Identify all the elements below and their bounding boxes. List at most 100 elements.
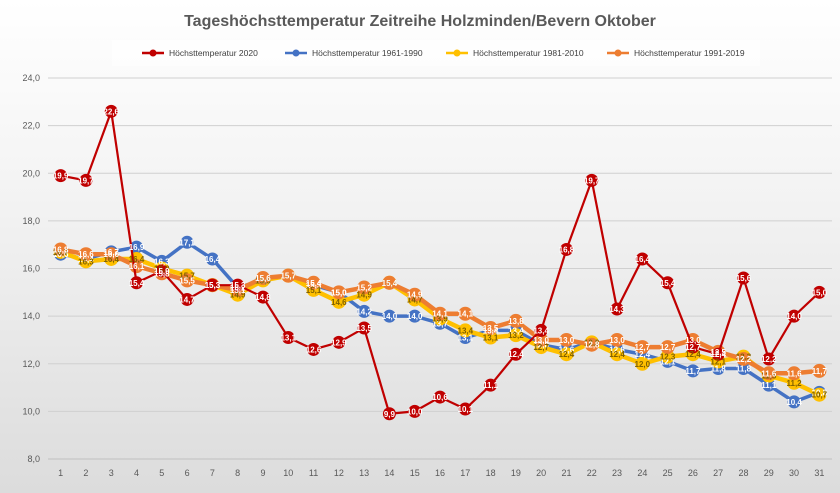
data-label: 16,4 (78, 255, 94, 264)
data-point (761, 366, 776, 381)
data-label: 15,1 (306, 286, 322, 295)
x-tick-label: 3 (109, 468, 114, 478)
data-point (762, 352, 776, 366)
data-point (332, 335, 346, 349)
data-label: 12,3 (736, 353, 752, 362)
data-point (635, 252, 649, 266)
data-point (408, 404, 422, 418)
data-label: 12,2 (761, 355, 777, 364)
data-point (585, 173, 599, 187)
data-label: 16,7 (103, 248, 119, 257)
data-label: 16,9 (129, 243, 145, 252)
data-point (205, 278, 219, 292)
data-point (78, 247, 93, 262)
chart-title: Tageshöchsttemperatur Zeitreihe Holzmind… (184, 13, 656, 30)
data-label: 12,4 (710, 350, 726, 359)
x-tick-label: 17 (460, 468, 470, 478)
data-label: 16,4 (635, 255, 651, 264)
x-tick-label: 14 (384, 468, 394, 478)
data-label: 16,3 (78, 257, 94, 266)
data-label: 13,0 (685, 336, 701, 345)
data-label: 13,4 (458, 326, 474, 335)
data-label: 16,4 (205, 255, 221, 264)
data-point (559, 242, 573, 256)
data-point (382, 309, 396, 323)
x-tick-label: 28 (738, 468, 748, 478)
data-label: 14,0 (786, 312, 802, 321)
data-label: 13,1 (280, 334, 296, 343)
data-label: 14,6 (331, 298, 347, 307)
data-point (104, 247, 119, 262)
data-label: 19,7 (78, 176, 94, 185)
x-tick-label: 23 (612, 468, 622, 478)
x-tick-label: 4 (134, 468, 139, 478)
data-label: 16,6 (53, 250, 69, 259)
data-label: 13,4 (483, 326, 499, 335)
x-tick-label: 19 (511, 468, 521, 478)
x-tick-label: 24 (637, 468, 647, 478)
data-point (686, 340, 700, 354)
x-tick-label: 26 (688, 468, 698, 478)
y-tick-label: 16,0 (22, 264, 40, 274)
data-label: 14,2 (356, 307, 372, 316)
data-point (484, 378, 498, 392)
data-label: 15,5 (255, 276, 271, 285)
data-label: 13,0 (609, 336, 625, 345)
x-tick-label: 6 (185, 468, 190, 478)
x-tick-label: 2 (83, 468, 88, 478)
data-point (787, 395, 801, 409)
data-label: 12,4 (635, 350, 651, 359)
x-tick-label: 1 (58, 468, 63, 478)
data-label: 14,7 (179, 295, 195, 304)
data-label: 14,1 (432, 310, 448, 319)
x-tick-label: 25 (663, 468, 673, 478)
data-label: 13,5 (483, 324, 499, 333)
data-point (736, 362, 750, 376)
x-tick-label: 10 (283, 468, 293, 478)
data-label: 14,3 (609, 305, 625, 314)
data-point (559, 347, 574, 362)
data-label: 14,0 (407, 312, 423, 321)
y-tick-label: 22,0 (22, 121, 40, 131)
x-tick-label: 9 (260, 468, 265, 478)
data-point (79, 173, 93, 187)
data-label: 12,8 (533, 341, 549, 350)
data-point (509, 347, 523, 361)
data-label: 15,0 (331, 288, 347, 297)
data-label: 15,2 (356, 284, 372, 293)
data-label: 22,6 (103, 107, 119, 116)
data-label: 17,1 (179, 238, 195, 247)
data-label: 12,7 (685, 343, 701, 352)
data-point (130, 276, 144, 290)
data-point (458, 402, 472, 416)
data-point (104, 104, 118, 118)
data-label: 15,9 (154, 267, 170, 276)
x-tick-label: 16 (435, 468, 445, 478)
data-point (130, 240, 144, 254)
legend-box (112, 40, 760, 66)
data-label: 16,8 (559, 245, 575, 254)
data-point (155, 264, 169, 278)
legend-label: Höchsttemperatur 1981-2010 (473, 48, 584, 58)
data-point (508, 313, 523, 328)
data-label: 11,6 (786, 369, 802, 378)
series-1 (54, 104, 826, 421)
data-label: 10,4 (786, 398, 802, 407)
data-label: 12,7 (635, 343, 651, 352)
data-label: 15,3 (306, 281, 322, 290)
data-point (433, 306, 447, 321)
data-label: 13,0 (559, 336, 575, 345)
data-label: 10,0 (407, 407, 423, 416)
data-point (812, 363, 827, 378)
data-point (281, 268, 296, 283)
data-label: 19,7 (584, 176, 600, 185)
legend-swatch-marker (614, 49, 622, 57)
data-point (307, 342, 321, 356)
data-label: 11,1 (483, 381, 499, 390)
data-label: 15,4 (660, 279, 676, 288)
data-label: 14,8 (255, 293, 271, 302)
data-label: 15,7 (280, 272, 296, 281)
data-label: 15,6 (736, 274, 752, 283)
